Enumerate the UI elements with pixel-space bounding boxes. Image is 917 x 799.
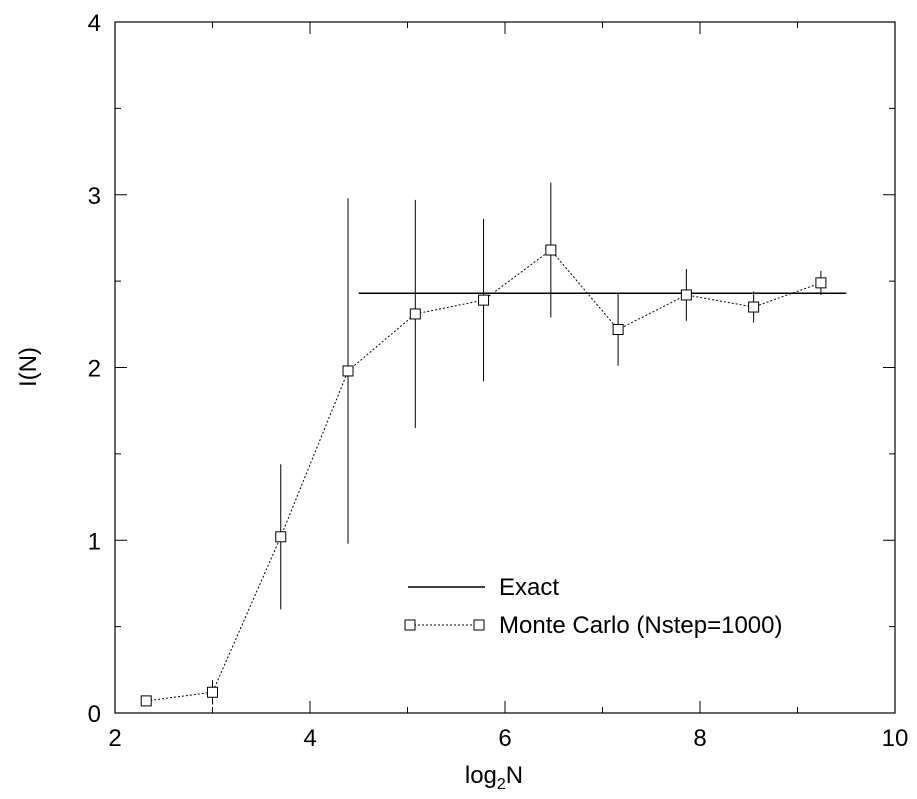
data-point	[409, 308, 421, 320]
y-tick-label: 3	[88, 183, 101, 210]
x-axis-title-rest: N	[506, 762, 523, 789]
legend-marker-monte-carlo-left	[404, 619, 416, 631]
data-point	[140, 695, 152, 707]
x-axis-title-subscript: 2	[497, 776, 506, 793]
x-tick-label: 6	[498, 725, 511, 752]
y-tick-label: 0	[88, 701, 101, 728]
axis-ticks	[114, 21, 896, 714]
x-tick-label: 10	[882, 725, 909, 752]
x-tick-label: 8	[693, 725, 706, 752]
data-point	[478, 294, 490, 306]
data-point	[207, 686, 218, 698]
x-axis-title: log2N	[465, 762, 523, 793]
data-point	[545, 244, 557, 256]
plot-frame	[114, 21, 896, 714]
x-tick-label: 2	[108, 725, 121, 752]
legend: Exact Monte Carlo (Nstep=1000)	[404, 574, 782, 639]
y-tick-label: 1	[88, 528, 101, 555]
legend-marker-monte-carlo-right	[473, 619, 485, 631]
series-layer	[140, 182, 847, 707]
data-point	[342, 365, 354, 377]
data-point	[680, 289, 692, 301]
legend-label-exact: Exact	[499, 574, 559, 601]
data-point	[815, 277, 827, 289]
legend-label-monte-carlo: Monte Carlo (Nstep=1000)	[499, 612, 782, 639]
y-tick-label: 2	[88, 356, 101, 383]
tick-labels: 2 4 6 8 10 0 1 2 3 4	[88, 10, 909, 752]
x-axis-title-base: log	[465, 762, 497, 789]
x-tick-label: 4	[303, 725, 316, 752]
data-point	[612, 323, 624, 335]
y-axis-title: I(N)	[15, 347, 42, 387]
data-point	[748, 301, 760, 313]
y-tick-label: 4	[88, 10, 101, 37]
data-point	[275, 531, 287, 543]
